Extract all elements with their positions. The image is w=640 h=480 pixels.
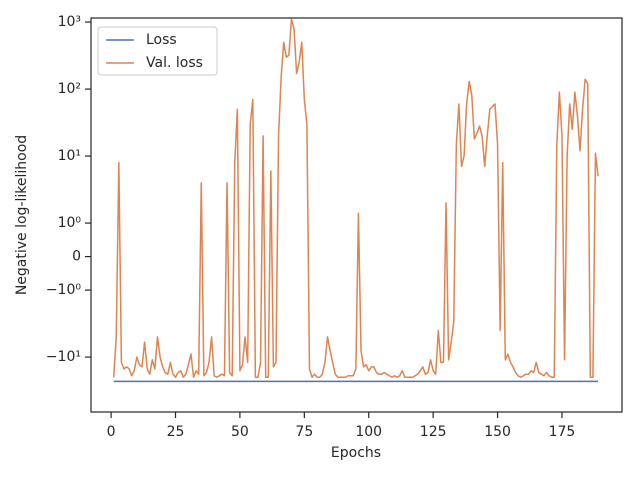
y-tick-label: −10¹ <box>46 349 81 365</box>
x-tick-label: 50 <box>231 424 249 440</box>
x-tick-label: 100 <box>355 424 382 440</box>
y-tick-label: 10⁰ <box>58 215 82 231</box>
legend: Loss Val. loss <box>97 26 218 76</box>
y-tick-label: 0 <box>72 249 81 265</box>
plot-frame <box>90 17 623 413</box>
y-tick-label: −10⁰ <box>46 282 82 298</box>
x-tick-label: 175 <box>549 424 576 440</box>
series-line <box>112 18 599 379</box>
legend-label: Loss <box>146 32 177 48</box>
x-tick-label: 125 <box>420 424 447 440</box>
y-tick-label: 10¹ <box>58 148 81 164</box>
x-tick-label: 75 <box>295 424 313 440</box>
x-tick-label: 0 <box>107 424 116 440</box>
x-tick-label: 25 <box>167 424 185 440</box>
legend-label: Val. loss <box>146 55 203 71</box>
y-tick-label: 10² <box>58 81 81 97</box>
y-tick-label: 10³ <box>58 14 81 30</box>
x-axis-label: Epochs <box>331 445 381 461</box>
y-axis-label: Negative log-likelihood <box>14 135 30 295</box>
x-tick-label: 150 <box>484 424 511 440</box>
